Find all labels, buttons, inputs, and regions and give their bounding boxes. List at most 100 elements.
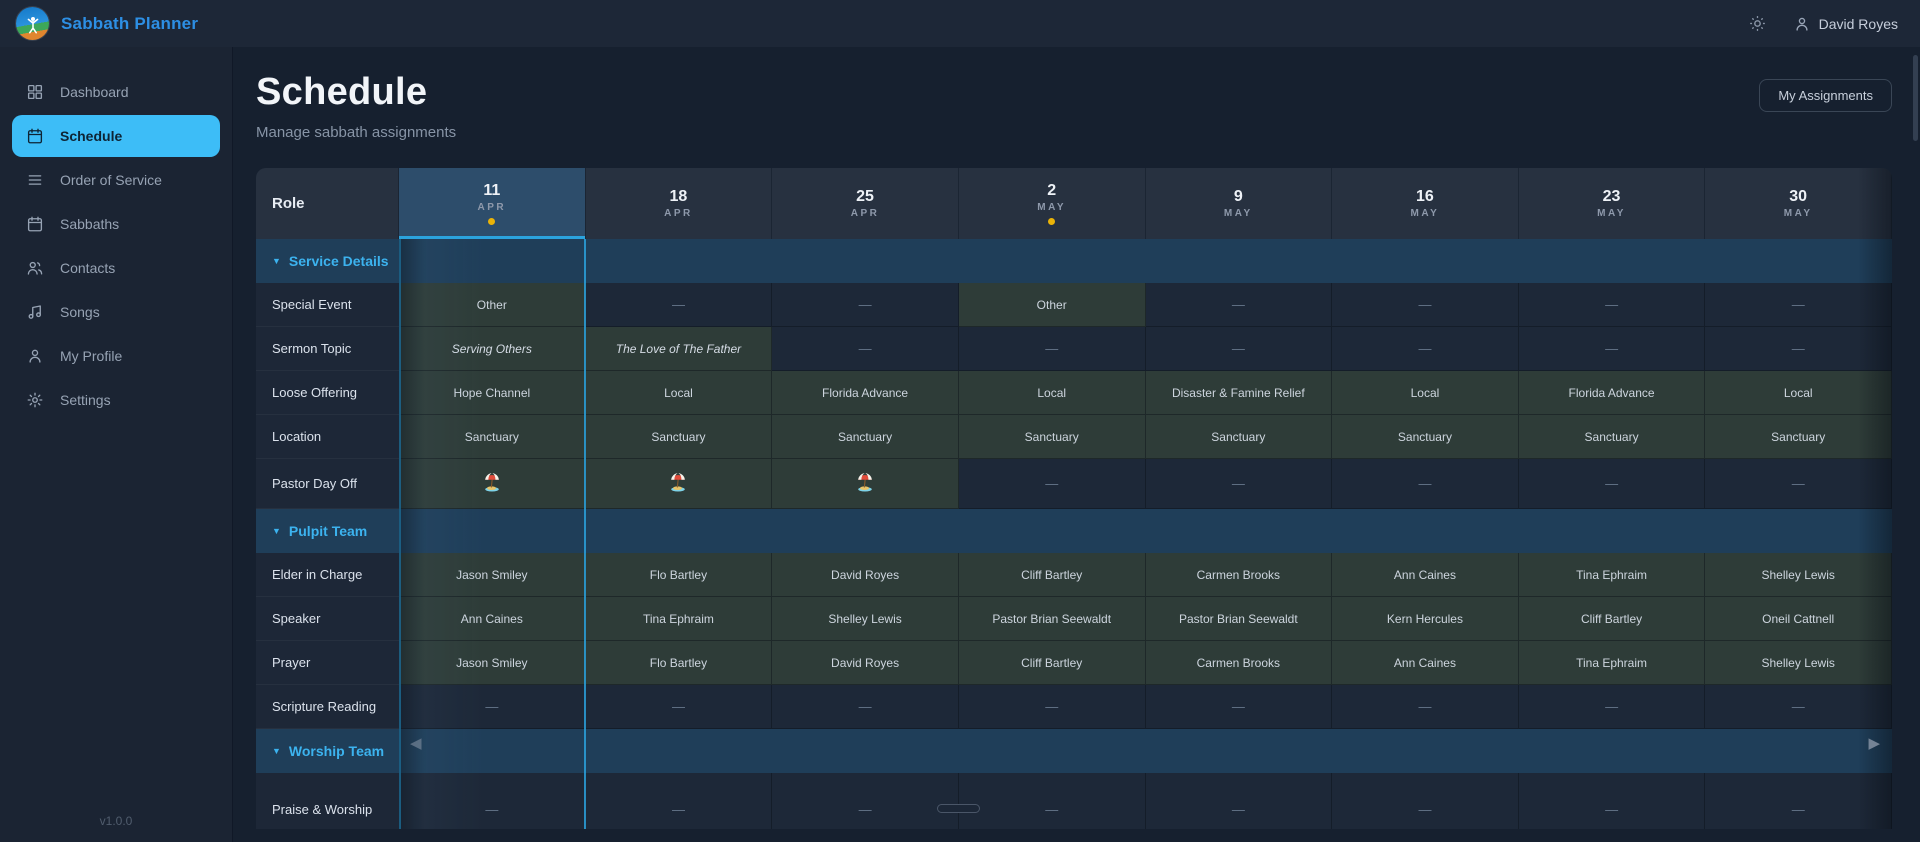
date-column-header-11-apr[interactable]: 11 APR: [399, 168, 586, 239]
section-header-service-details[interactable]: ▼ Service Details: [256, 239, 1892, 283]
schedule-cell[interactable]: —: [1518, 327, 1706, 371]
date-column-header-16-may[interactable]: 16 MAY: [1332, 168, 1519, 239]
schedule-cell[interactable]: [772, 459, 959, 509]
sidebar-item-sabbaths[interactable]: Sabbaths: [12, 203, 220, 245]
schedule-cell[interactable]: —: [958, 459, 1146, 509]
schedule-cell[interactable]: The Love of The Father: [585, 327, 773, 371]
schedule-cell[interactable]: Sanctuary: [1705, 415, 1892, 459]
schedule-cell[interactable]: Other: [958, 283, 1146, 327]
schedule-cell[interactable]: —: [1332, 459, 1519, 509]
schedule-cell[interactable]: —: [1332, 283, 1519, 327]
sidebar-item-contacts[interactable]: Contacts: [12, 247, 220, 289]
sidebar-item-my-profile[interactable]: My Profile: [12, 335, 220, 377]
schedule-cell[interactable]: —: [1518, 459, 1706, 509]
schedule-cell[interactable]: —: [585, 773, 773, 829]
schedule-cell[interactable]: —: [1145, 283, 1333, 327]
schedule-cell[interactable]: Sanctuary: [772, 415, 959, 459]
schedule-cell[interactable]: Tina Ephraim: [1518, 641, 1706, 685]
schedule-cell[interactable]: Local: [585, 371, 773, 415]
schedule-cell[interactable]: —: [958, 685, 1146, 729]
schedule-cell[interactable]: Oneil Cattnell: [1705, 597, 1892, 641]
schedule-cell[interactable]: —: [1705, 327, 1892, 371]
schedule-cell[interactable]: Local: [1332, 371, 1519, 415]
sidebar-item-order-of-service[interactable]: Order of Service: [12, 159, 220, 201]
schedule-cell[interactable]: —: [1332, 685, 1519, 729]
schedule-cell[interactable]: —: [1705, 685, 1892, 729]
schedule-cell[interactable]: —: [1518, 685, 1706, 729]
schedule-cell[interactable]: Cliff Bartley: [958, 553, 1146, 597]
schedule-cell[interactable]: Pastor Brian Seewaldt: [1145, 597, 1333, 641]
user-menu[interactable]: David Royes: [1793, 15, 1898, 33]
horizontal-scrollbar-thumb[interactable]: [937, 804, 980, 813]
schedule-cell[interactable]: Sanctuary: [399, 415, 586, 459]
date-column-header-18-apr[interactable]: 18 APR: [585, 168, 773, 239]
date-column-header-25-apr[interactable]: 25 APR: [772, 168, 959, 239]
schedule-cell[interactable]: Flo Bartley: [585, 553, 773, 597]
section-header-pulpit-team[interactable]: ▼ Pulpit Team: [256, 509, 1892, 553]
date-column-header-30-may[interactable]: 30 MAY: [1705, 168, 1892, 239]
schedule-cell[interactable]: Kern Hercules: [1332, 597, 1519, 641]
schedule-cell[interactable]: David Royes: [772, 553, 959, 597]
schedule-cell[interactable]: Other: [399, 283, 586, 327]
schedule-cell[interactable]: Jason Smiley: [399, 641, 586, 685]
schedule-cell[interactable]: —: [1145, 773, 1333, 829]
schedule-cell[interactable]: —: [585, 685, 773, 729]
schedule-cell[interactable]: Shelley Lewis: [1705, 641, 1892, 685]
schedule-cell[interactable]: Shelley Lewis: [772, 597, 959, 641]
schedule-cell[interactable]: Florida Advance: [1518, 371, 1706, 415]
schedule-cell[interactable]: Sanctuary: [1145, 415, 1333, 459]
schedule-cell[interactable]: Tina Ephraim: [585, 597, 773, 641]
schedule-cell[interactable]: —: [1145, 459, 1333, 509]
schedule-cell[interactable]: —: [1332, 327, 1519, 371]
date-column-header-9-may[interactable]: 9 MAY: [1145, 168, 1333, 239]
sidebar-item-schedule[interactable]: Schedule: [12, 115, 220, 157]
my-assignments-button[interactable]: My Assignments: [1759, 79, 1892, 112]
schedule-cell[interactable]: [399, 459, 586, 509]
schedule-cell[interactable]: Jason Smiley: [399, 553, 586, 597]
schedule-cell[interactable]: —: [399, 685, 586, 729]
section-header-worship-team[interactable]: ▼ Worship Team: [256, 729, 1892, 773]
schedule-cell[interactable]: —: [1705, 459, 1892, 509]
schedule-cell[interactable]: Hope Channel: [399, 371, 586, 415]
schedule-cell[interactable]: —: [585, 283, 773, 327]
schedule-cell[interactable]: Sanctuary: [958, 415, 1146, 459]
date-column-header-23-may[interactable]: 23 MAY: [1518, 168, 1706, 239]
schedule-cell[interactable]: —: [1332, 773, 1519, 829]
sidebar-item-songs[interactable]: Songs: [12, 291, 220, 333]
schedule-cell[interactable]: Sanctuary: [585, 415, 773, 459]
schedule-cell[interactable]: —: [1145, 685, 1333, 729]
schedule-cell[interactable]: Sanctuary: [1518, 415, 1706, 459]
schedule-cell[interactable]: —: [1518, 283, 1706, 327]
schedule-cell[interactable]: Serving Others: [399, 327, 586, 371]
vertical-scrollbar-thumb[interactable]: [1913, 55, 1918, 141]
schedule-cell[interactable]: Florida Advance: [772, 371, 959, 415]
schedule-cell[interactable]: —: [772, 773, 959, 829]
schedule-cell[interactable]: —: [772, 685, 959, 729]
schedule-cell[interactable]: Sanctuary: [1332, 415, 1519, 459]
date-column-header-2-may[interactable]: 2 MAY: [958, 168, 1146, 239]
schedule-cell[interactable]: —: [1705, 773, 1892, 829]
schedule-cell[interactable]: —: [958, 327, 1146, 371]
schedule-cell[interactable]: David Royes: [772, 641, 959, 685]
schedule-cell[interactable]: —: [399, 773, 586, 829]
schedule-cell[interactable]: Pastor Brian Seewaldt: [958, 597, 1146, 641]
schedule-cell[interactable]: —: [1518, 773, 1706, 829]
schedule-cell[interactable]: Cliff Bartley: [1518, 597, 1706, 641]
schedule-cell[interactable]: —: [772, 327, 959, 371]
schedule-cell[interactable]: Cliff Bartley: [958, 641, 1146, 685]
sidebar-item-settings[interactable]: Settings: [12, 379, 220, 421]
schedule-cell[interactable]: [585, 459, 773, 509]
scroll-right-arrow-icon[interactable]: ▶: [1868, 735, 1880, 752]
sidebar-item-dashboard[interactable]: Dashboard: [12, 71, 220, 113]
schedule-cell[interactable]: Ann Caines: [399, 597, 586, 641]
scroll-left-arrow-icon[interactable]: ◀: [410, 735, 422, 752]
schedule-cell[interactable]: —: [772, 283, 959, 327]
schedule-cell[interactable]: —: [1705, 283, 1892, 327]
schedule-cell[interactable]: Ann Caines: [1332, 641, 1519, 685]
schedule-cell[interactable]: Ann Caines: [1332, 553, 1519, 597]
schedule-cell[interactable]: Carmen Brooks: [1145, 641, 1333, 685]
schedule-cell[interactable]: Flo Bartley: [585, 641, 773, 685]
schedule-cell[interactable]: Local: [958, 371, 1146, 415]
schedule-cell[interactable]: Shelley Lewis: [1705, 553, 1892, 597]
schedule-cell[interactable]: —: [958, 773, 1146, 829]
